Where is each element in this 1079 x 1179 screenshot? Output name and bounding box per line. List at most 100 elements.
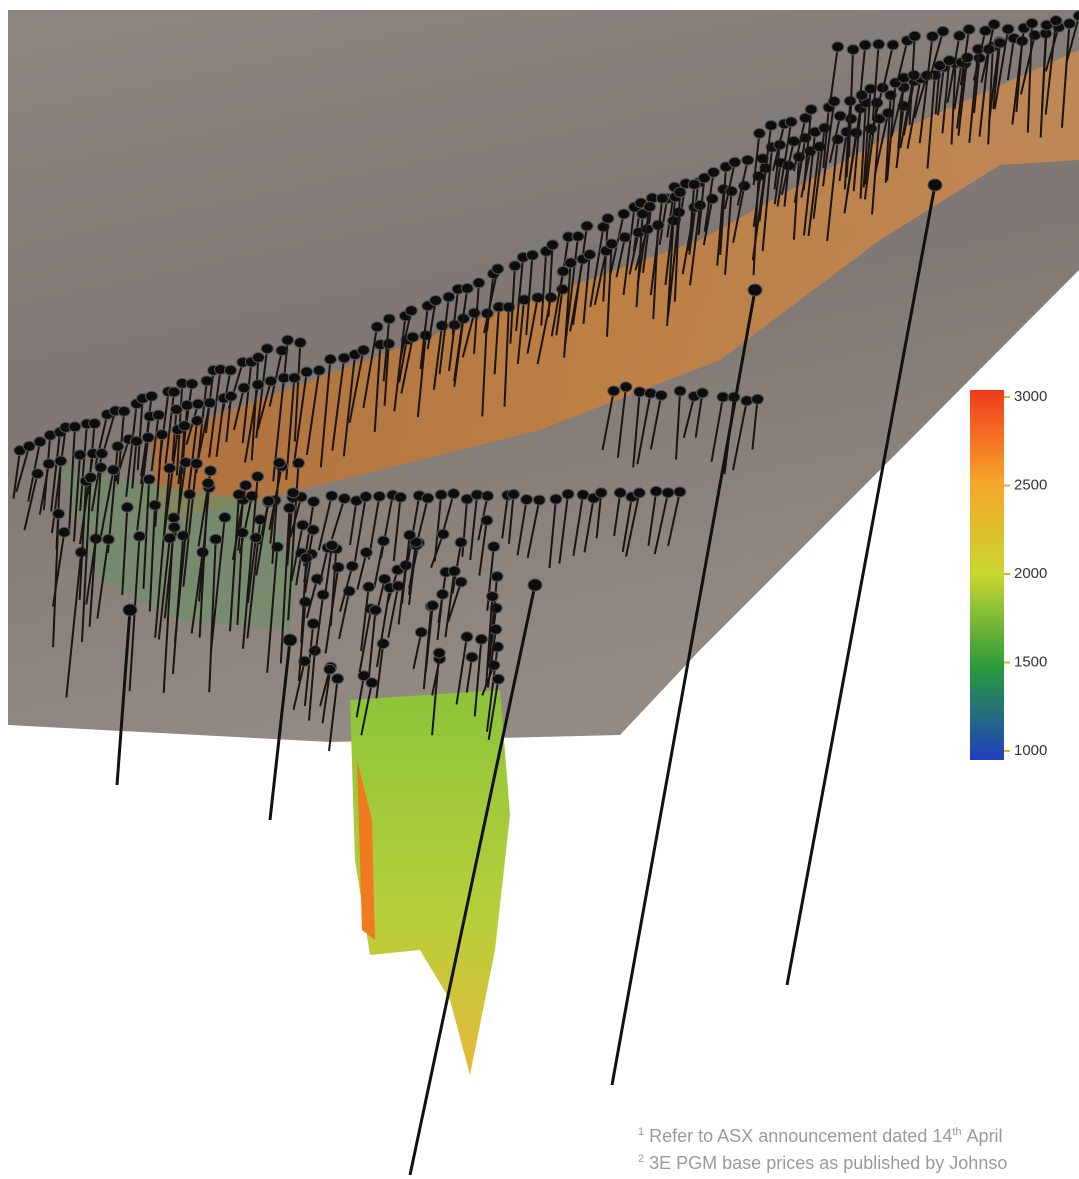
collar	[581, 221, 593, 231]
collar	[644, 202, 656, 212]
collar	[650, 486, 662, 496]
collar	[210, 534, 222, 544]
tick-label: 1000	[1014, 742, 1047, 759]
collar	[481, 515, 493, 525]
tick-label: 1500	[1014, 653, 1047, 670]
collar	[178, 421, 190, 431]
collar	[729, 157, 741, 167]
collar	[23, 441, 35, 451]
collar	[112, 441, 124, 451]
collar	[565, 258, 577, 268]
collar	[785, 117, 797, 127]
collar	[265, 376, 277, 386]
collar	[608, 386, 620, 396]
collar	[156, 430, 168, 440]
collar	[240, 480, 252, 490]
collar	[168, 513, 180, 523]
collar	[164, 533, 176, 543]
collar	[742, 155, 754, 165]
collar	[694, 200, 706, 210]
collar	[435, 490, 447, 500]
collar	[307, 619, 319, 629]
collar	[202, 478, 214, 488]
scene: 10001500200025003000	[0, 0, 1079, 1179]
collar	[748, 284, 762, 296]
collar	[556, 284, 568, 294]
collar	[909, 31, 921, 41]
collar	[293, 458, 305, 468]
collar	[832, 42, 844, 52]
collar	[819, 123, 831, 133]
collar	[491, 572, 503, 582]
collar	[688, 180, 700, 190]
collar	[324, 664, 336, 674]
collar	[602, 213, 614, 223]
collar	[908, 70, 920, 80]
collar	[873, 39, 885, 49]
collar	[184, 489, 196, 499]
collar	[1002, 24, 1014, 34]
collar	[43, 459, 55, 469]
collar	[448, 489, 460, 499]
collar	[656, 193, 668, 203]
collar	[32, 469, 44, 479]
collar	[528, 579, 542, 591]
collar	[225, 365, 237, 375]
collar	[357, 345, 369, 355]
collar	[273, 458, 285, 468]
collar	[282, 335, 294, 345]
collar	[288, 373, 300, 383]
collar	[383, 314, 395, 324]
collar	[926, 31, 938, 41]
collar	[1050, 16, 1062, 26]
collar	[738, 181, 750, 191]
collar	[308, 497, 320, 507]
collar	[366, 678, 378, 688]
tick-label: 2500	[1014, 476, 1047, 493]
collar	[177, 531, 189, 541]
collar	[752, 394, 764, 404]
collar	[448, 566, 460, 576]
collar	[294, 338, 306, 348]
collar	[360, 548, 372, 558]
collar	[422, 493, 434, 503]
collar	[123, 604, 137, 616]
collar	[96, 449, 108, 459]
collar	[547, 240, 559, 250]
footnote-text: 3E PGM base prices as published by Johns…	[649, 1153, 1007, 1173]
collar	[34, 437, 46, 447]
collar	[300, 553, 312, 563]
collar	[595, 488, 607, 498]
collar	[994, 38, 1006, 48]
footnote: 1 Refer to ASX announcement dated 14thAp…	[638, 1126, 1003, 1147]
collar	[130, 436, 142, 446]
collar	[963, 24, 975, 34]
collar	[346, 561, 358, 571]
collar	[415, 627, 427, 637]
collar	[313, 365, 325, 375]
collar	[102, 534, 114, 544]
collar	[508, 489, 520, 499]
collar	[95, 463, 107, 473]
collar	[190, 459, 202, 469]
collar	[550, 494, 562, 504]
collar	[614, 488, 626, 498]
collar	[404, 530, 416, 540]
collar	[307, 525, 319, 535]
collar	[58, 527, 70, 537]
collar	[204, 398, 216, 408]
collar	[437, 589, 449, 599]
collar	[153, 410, 165, 420]
collar	[533, 495, 545, 505]
collar	[168, 522, 180, 532]
collar	[146, 391, 158, 401]
collar	[317, 590, 329, 600]
collar	[53, 509, 65, 519]
collar	[143, 474, 155, 484]
collar	[488, 542, 500, 552]
collar	[461, 283, 473, 293]
ore-keel	[350, 690, 510, 1075]
collar	[283, 634, 297, 646]
collar	[461, 632, 473, 642]
